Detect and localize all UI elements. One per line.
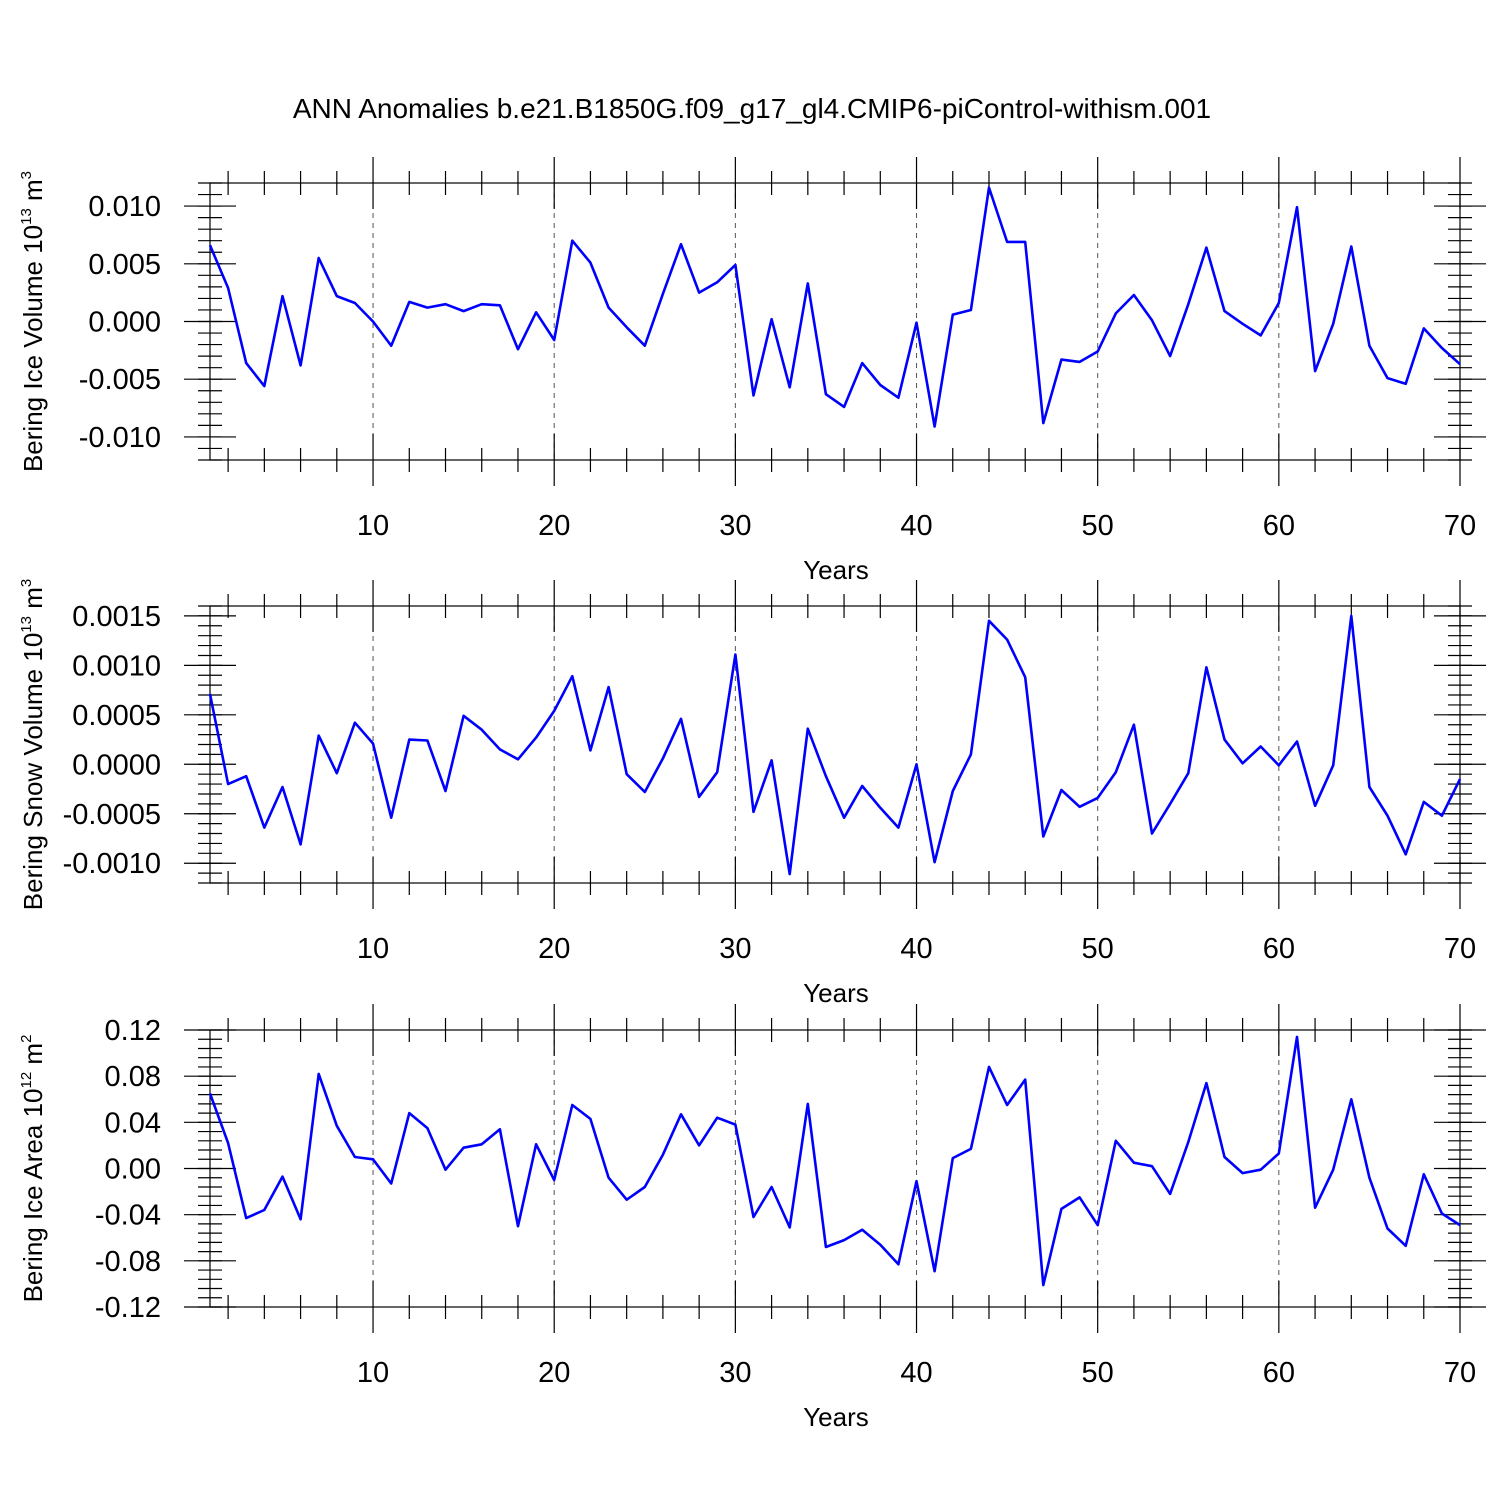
y-axis-label-unit-exponent: 3	[18, 171, 35, 179]
y-tick-label: -0.04	[95, 1200, 161, 1232]
y-tick-label: -0.12	[95, 1292, 161, 1324]
panel-ice-volume: 10 20 30 40 50 60 70 -0.010 -0.005 0.000 0.005 0.01…	[18, 157, 1486, 585]
panel-ice-area: 10 20 30 40 50 60 70 -0.12 -0.08 -0.04 0.00 0.04 0.0…	[18, 1004, 1486, 1432]
x-axis-label: Years	[803, 978, 869, 1008]
x-tick-label: 50	[1082, 933, 1114, 965]
series-line-snow-volume	[208, 614, 1462, 876]
x-tick-label: 30	[719, 510, 751, 542]
y-tick-label: -0.005	[79, 364, 161, 396]
y-axis-label-unit-exponent: 3	[18, 579, 35, 587]
y-axis-label-exponent: 13	[18, 208, 35, 225]
x-tick-label: 70	[1444, 1357, 1476, 1389]
y-axis-label-unit: m	[18, 1043, 48, 1072]
x-tick-label: 30	[719, 933, 751, 965]
y-tick-label: 0.0010	[72, 650, 161, 682]
y-axis-label: Bering Ice Area 1012 m2	[18, 1035, 48, 1303]
y-tick-label: 0.010	[88, 191, 161, 223]
x-tick-label: 40	[900, 1357, 932, 1389]
y-tick-label: -0.0010	[63, 848, 161, 880]
y-axis-label-exponent: 13	[18, 616, 35, 633]
y-axis-label-unit: m	[18, 587, 48, 616]
y-axis-label-exponent: 12	[18, 1072, 35, 1089]
x-tick-label: 30	[719, 1357, 751, 1389]
y-axis-label-text: Bering Ice Volume 10	[18, 225, 48, 472]
x-tick-label: 70	[1444, 933, 1476, 965]
y-tick-label: 0.000	[88, 307, 161, 339]
y-tick-label: 0.04	[105, 1107, 161, 1139]
y-tick-label: 0.00	[105, 1154, 161, 1186]
y-axis-label-text: Bering Ice Area 10	[18, 1089, 48, 1303]
series-line-ice-volume	[208, 186, 1461, 428]
x-tick-label: 60	[1263, 933, 1295, 965]
panel-snow-volume: 10 20 30 40 50 60 70 -0.0010 -0.0005 0.0000 0.0005…	[18, 579, 1486, 1008]
y-tick-label: 0.005	[88, 249, 161, 281]
x-axis-label: Years	[803, 555, 869, 585]
y-tick-label: 0.0000	[72, 749, 161, 781]
x-tick-label: 40	[900, 510, 932, 542]
y-tick-label: 0.0015	[72, 601, 161, 633]
x-tick-label: 60	[1263, 1357, 1295, 1389]
x-tick-label: 20	[538, 1357, 570, 1389]
x-tick-label: 20	[538, 933, 570, 965]
y-tick-label: 0.0005	[72, 700, 161, 732]
x-tick-label: 10	[357, 510, 389, 542]
plot-frame	[209, 1029, 1461, 1308]
y-axis-label-unit-exponent: 2	[18, 1035, 35, 1043]
x-tick-label: 70	[1444, 510, 1476, 542]
x-tick-label: 10	[357, 933, 389, 965]
y-axis-label: Bering Snow Volume 1013 m3	[18, 579, 48, 910]
x-tick-label: 50	[1082, 1357, 1114, 1389]
y-tick-label: 0.08	[105, 1061, 161, 1093]
y-tick-label: -0.08	[95, 1246, 161, 1278]
plot-frame	[209, 605, 1461, 884]
y-axis-label-unit: m	[18, 179, 48, 208]
series-line-ice-area	[208, 1035, 1461, 1287]
x-tick-label: 60	[1263, 510, 1295, 542]
plot-frame	[209, 182, 1461, 461]
x-tick-label: 20	[538, 510, 570, 542]
y-tick-label: 0.12	[105, 1015, 161, 1047]
y-tick-label: -0.010	[79, 422, 161, 454]
x-tick-label: 50	[1082, 510, 1114, 542]
y-axis-label: Bering Ice Volume 1013 m3	[18, 171, 48, 472]
y-tick-label: -0.0005	[63, 799, 161, 831]
chart-title: ANN Anomalies b.e21.B1850G.f09_g17_gl4.C…	[293, 93, 1211, 124]
x-tick-label: 10	[357, 1357, 389, 1389]
y-axis-label-text: Bering Snow Volume 10	[18, 633, 48, 911]
x-tick-label: 40	[900, 933, 932, 965]
x-axis-label: Years	[803, 1402, 869, 1432]
